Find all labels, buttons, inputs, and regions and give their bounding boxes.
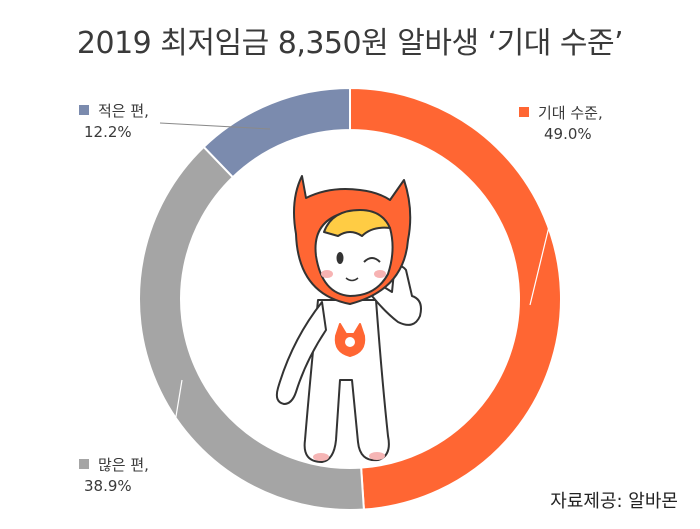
donut-slice-2 (202, 86, 351, 179)
label-low: 적은 편, 12.2% (79, 101, 149, 143)
leader-lines (159, 122, 563, 466)
chart-title: 2019 최저임금 8,350원 알바생 ‘기대 수준’ (76, 26, 624, 61)
mascot-illustration (275, 175, 422, 463)
legend-swatch-high (79, 459, 89, 469)
label-low-name: 적은 편, (98, 102, 149, 120)
label-high-value: 38.9% (84, 477, 132, 495)
leader-line-low (159, 122, 271, 130)
leader-line-high (529, 172, 563, 306)
legend-swatch-low (79, 105, 89, 115)
label-low-value: 12.2% (84, 123, 132, 141)
donut-slices (138, 86, 562, 511)
label-high-name: 많은 편, (98, 456, 149, 474)
legend-swatch-expected (519, 107, 529, 117)
label-expected: 기대 수준, 49.0% (519, 103, 603, 145)
source-credit: 자료제공: 알바몬 (550, 491, 678, 512)
leader-line-mid (167, 379, 183, 466)
label-expected-name: 기대 수준, (538, 104, 603, 122)
donut-slice-0 (349, 86, 562, 511)
label-expected-value: 49.0% (544, 125, 592, 143)
label-high: 많은 편, 38.9% (79, 455, 149, 497)
